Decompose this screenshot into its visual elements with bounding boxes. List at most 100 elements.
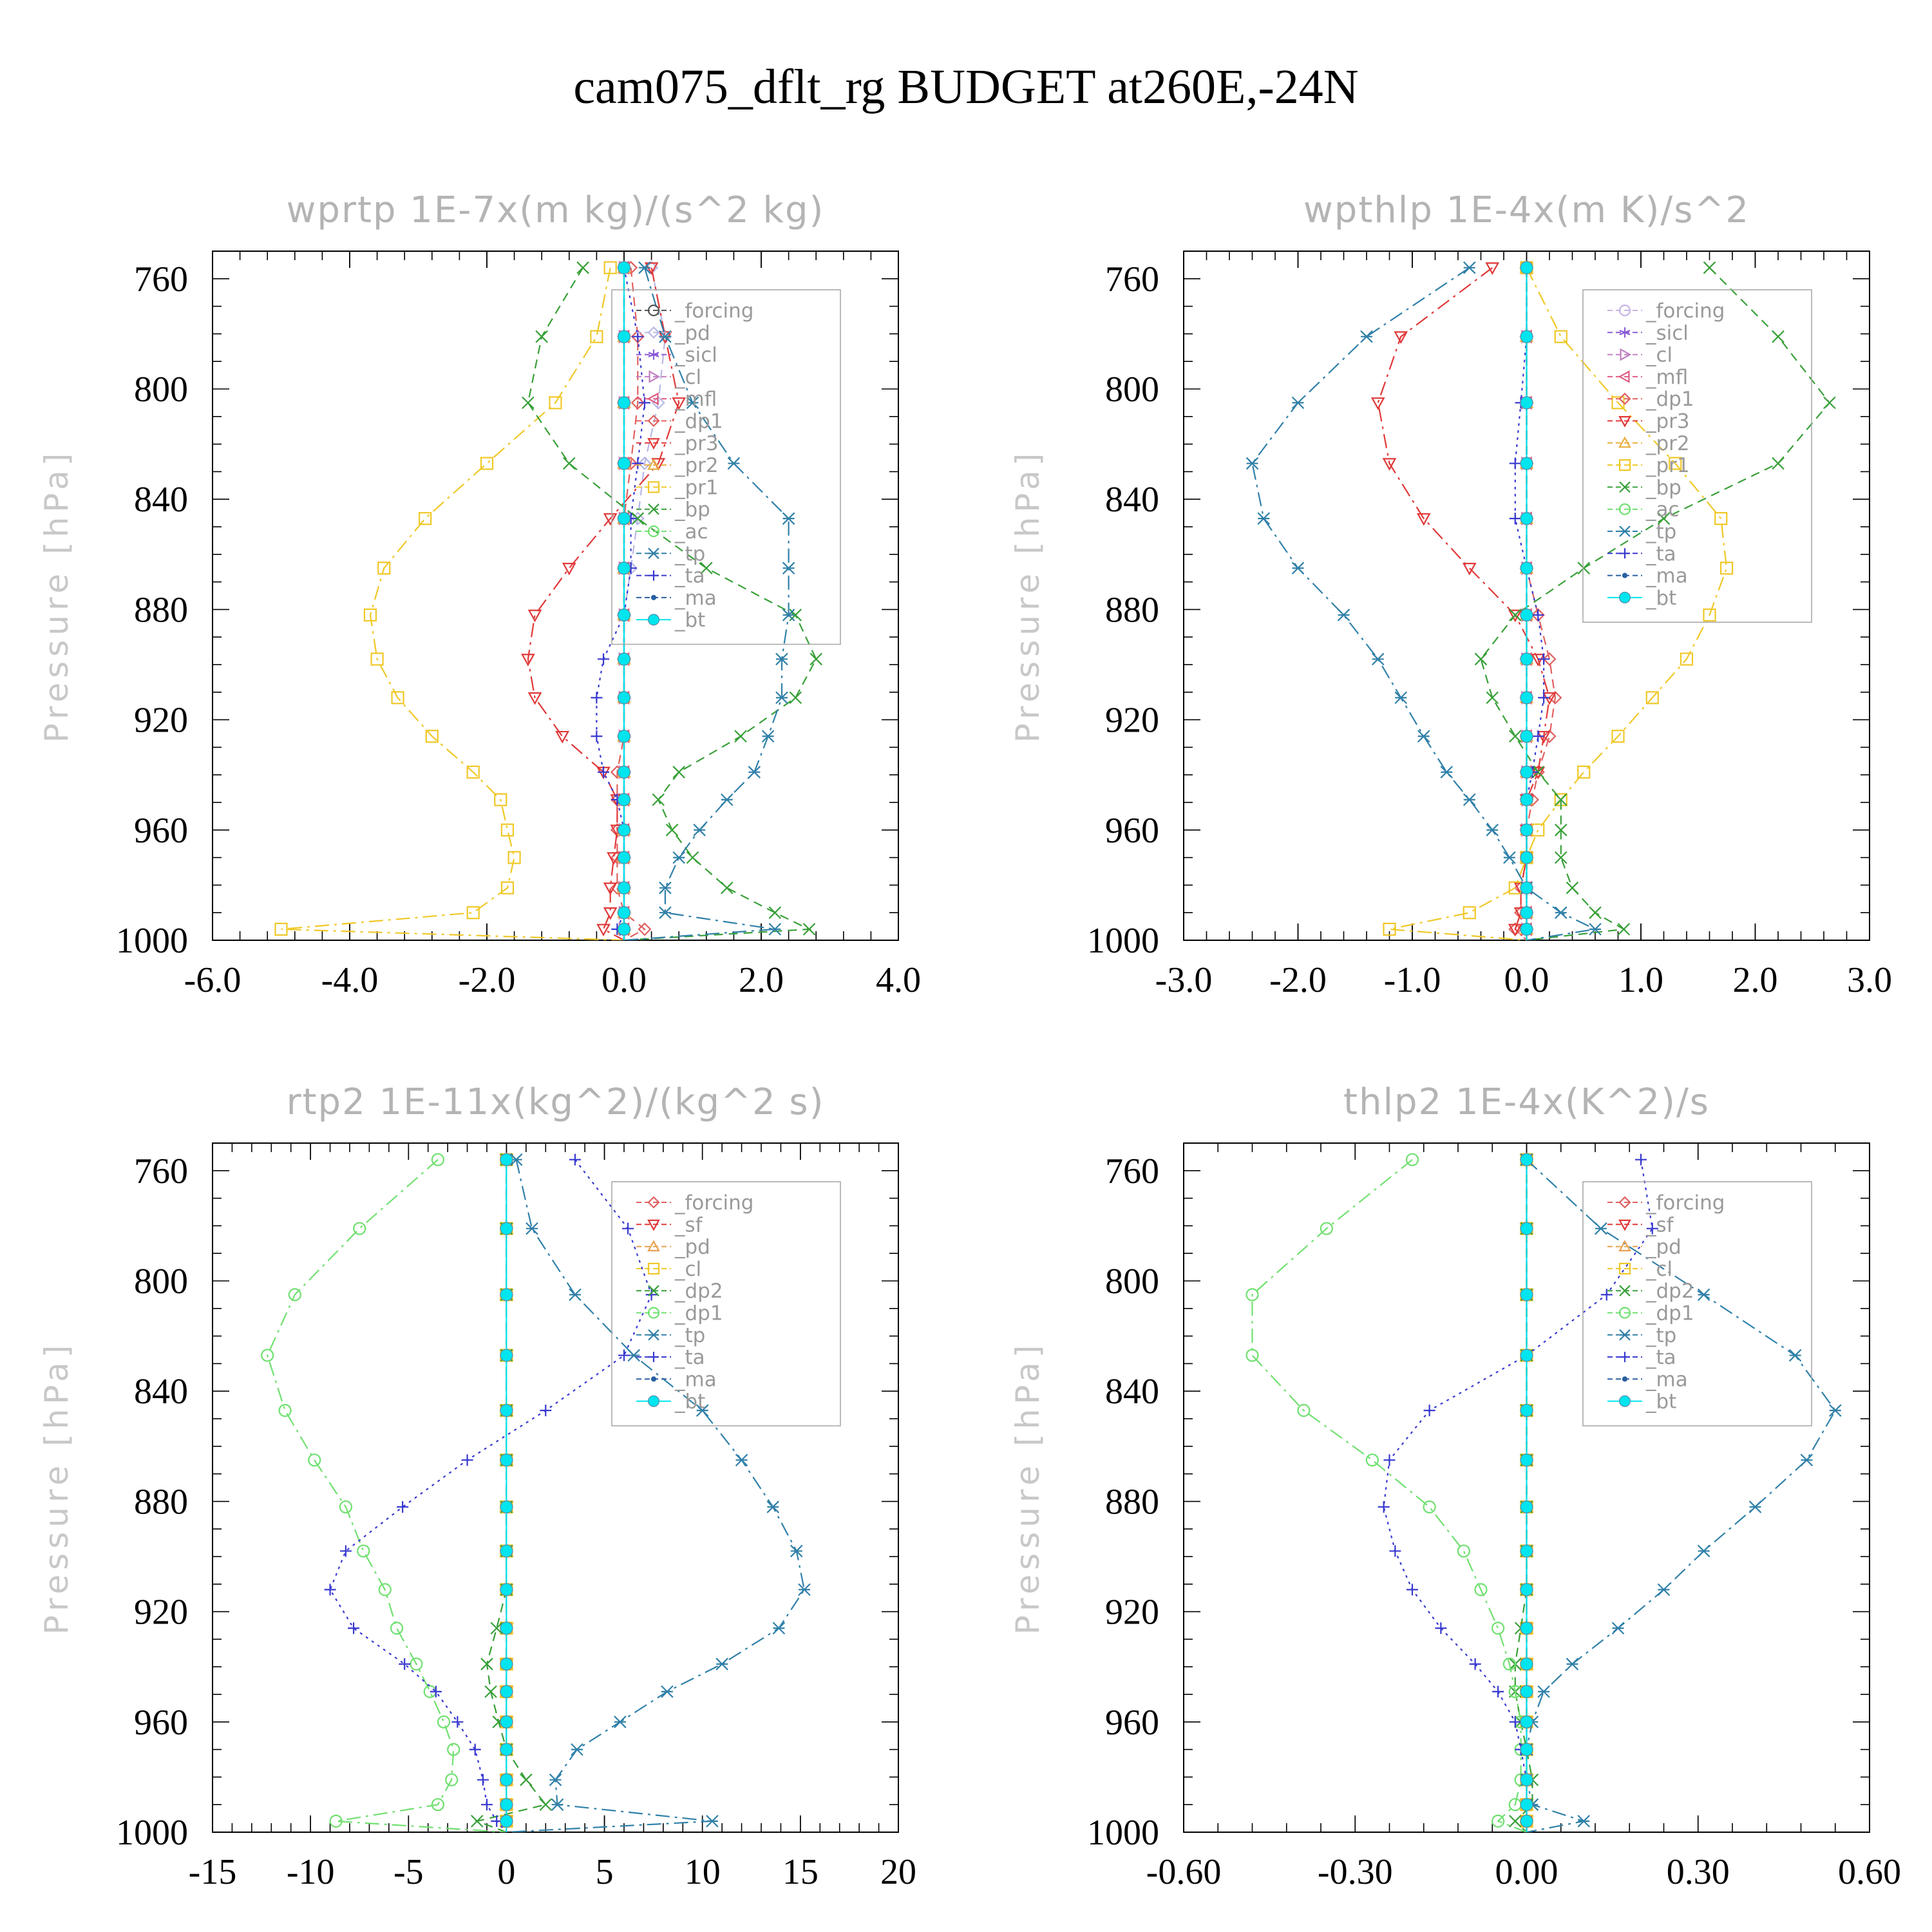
data-point bbox=[1577, 765, 1591, 779]
series-line bbox=[527, 267, 680, 940]
legend-box bbox=[611, 289, 841, 645]
data-point bbox=[1554, 851, 1567, 864]
legend-entry: _bt bbox=[1607, 587, 1676, 610]
data-point bbox=[645, 1289, 658, 1301]
plot-area bbox=[261, 1152, 811, 1832]
series-pr3 bbox=[521, 262, 687, 940]
legend-label: _ta bbox=[1645, 1346, 1676, 1369]
x-tick-label: 10 bbox=[685, 1852, 721, 1892]
data-point bbox=[1520, 1715, 1533, 1728]
data-point bbox=[651, 395, 665, 410]
data-point bbox=[391, 691, 404, 705]
series-tp bbox=[1245, 261, 1602, 940]
series-line bbox=[527, 267, 817, 940]
legend-entry: _forcing bbox=[636, 1191, 753, 1215]
data-point bbox=[329, 1814, 343, 1828]
data-point bbox=[339, 1545, 352, 1557]
data-point bbox=[630, 395, 645, 410]
data-point bbox=[1554, 793, 1567, 806]
legend-marker bbox=[1619, 1285, 1631, 1296]
legend: _forcing_sf_pd_cl_dp2_dp1_tp_ta_ma_bt bbox=[611, 1181, 841, 1426]
data-point bbox=[782, 562, 795, 574]
data-point bbox=[1423, 1405, 1435, 1417]
x-tick-label: 15 bbox=[782, 1852, 819, 1892]
data-point bbox=[672, 851, 685, 864]
legend-marker bbox=[1618, 392, 1631, 405]
legend-label: _dp1 bbox=[674, 410, 723, 433]
legend-marker bbox=[1618, 1219, 1631, 1231]
data-point bbox=[447, 1743, 460, 1756]
series-line bbox=[267, 1159, 507, 1832]
data-point bbox=[638, 397, 650, 409]
data-point bbox=[1714, 512, 1728, 526]
series-line bbox=[1514, 267, 1557, 940]
data-point bbox=[1611, 1622, 1625, 1635]
data-point bbox=[278, 1404, 292, 1417]
y-tick-label: 1000 bbox=[116, 921, 188, 961]
series-bt bbox=[617, 261, 631, 940]
y-axis-label: Pressure [hPa] bbox=[1009, 449, 1046, 743]
data-point bbox=[1520, 396, 1533, 410]
legend-marker bbox=[1618, 1240, 1631, 1252]
data-point bbox=[617, 823, 631, 837]
data-point bbox=[1508, 1815, 1522, 1828]
data-point bbox=[1646, 1222, 1658, 1235]
data-point bbox=[500, 1715, 513, 1728]
data-point bbox=[1520, 1500, 1533, 1514]
legend-entry: _ta bbox=[636, 565, 705, 588]
data-point bbox=[617, 851, 631, 864]
y-tick-label: 960 bbox=[1105, 1703, 1159, 1743]
data-point bbox=[768, 906, 782, 919]
legend-marker bbox=[1620, 1352, 1630, 1363]
data-point bbox=[1291, 396, 1305, 410]
data-point bbox=[1548, 690, 1562, 705]
data-point bbox=[551, 1798, 564, 1811]
data-point bbox=[569, 1288, 582, 1302]
data-point bbox=[735, 1454, 748, 1466]
y-tick-label: 880 bbox=[1105, 1482, 1159, 1522]
data-point bbox=[1492, 1622, 1505, 1635]
data-point bbox=[591, 730, 603, 743]
panel-title: wprtp 1E-7x(m kg)/(s^2 kg) bbox=[287, 189, 825, 231]
y-tick-label: 760 bbox=[134, 260, 188, 299]
series-dp2 bbox=[1508, 1153, 1539, 1832]
legend-marker bbox=[1618, 1262, 1631, 1275]
legend-entry: _cl bbox=[636, 1258, 701, 1281]
legend-label: _cl bbox=[1645, 344, 1672, 367]
data-point bbox=[1520, 1454, 1533, 1467]
legend-entry: _forcing bbox=[1607, 299, 1725, 323]
series-dp1 bbox=[261, 1153, 507, 1832]
y-axis-label: Pressure [hPa] bbox=[1009, 1341, 1046, 1635]
data-point bbox=[1389, 1545, 1401, 1557]
legend-marker bbox=[1618, 304, 1631, 317]
legend-label: _ma bbox=[1645, 1368, 1688, 1391]
data-point bbox=[445, 1773, 459, 1786]
data-point bbox=[1520, 906, 1533, 920]
data-point bbox=[734, 730, 747, 743]
data-point bbox=[1611, 730, 1625, 743]
data-point bbox=[775, 652, 788, 666]
legend-label: _bt bbox=[1645, 1390, 1676, 1414]
legend-entry: _pr3 bbox=[1607, 410, 1690, 433]
data-point bbox=[1635, 1153, 1647, 1166]
y-tick-label: 760 bbox=[134, 1151, 188, 1191]
data-point bbox=[527, 609, 542, 623]
legend-entry: _forcing bbox=[636, 299, 753, 323]
data-point bbox=[1492, 1814, 1505, 1828]
figure-title: cam075_dflt_rg BUDGET at260E,-24N bbox=[573, 60, 1359, 114]
data-point bbox=[790, 1544, 803, 1558]
data-point bbox=[370, 652, 384, 666]
y-tick-label: 920 bbox=[134, 701, 188, 741]
series-line bbox=[1383, 1159, 1653, 1832]
legend-label: _sf bbox=[674, 1213, 703, 1236]
legend-entry: _tp bbox=[636, 1324, 705, 1347]
data-point bbox=[603, 513, 618, 526]
x-tick-label: -2.0 bbox=[1269, 960, 1327, 1000]
legend-label: _bt bbox=[1645, 587, 1676, 610]
legend-marker bbox=[650, 594, 657, 601]
legend-label: _ma bbox=[674, 587, 717, 610]
data-point bbox=[1566, 1658, 1579, 1671]
x-tick-label: -3.0 bbox=[1155, 960, 1213, 1000]
data-point bbox=[607, 852, 621, 865]
data-point bbox=[1383, 1454, 1396, 1466]
